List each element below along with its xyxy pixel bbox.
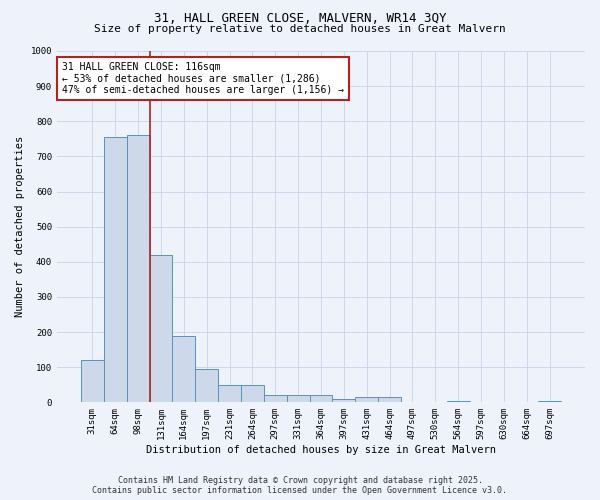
Y-axis label: Number of detached properties: Number of detached properties [15,136,25,318]
Bar [446,400,470,402]
Bar [355,397,378,402]
Bar [81,360,104,403]
Bar [241,385,264,402]
Bar [287,396,310,402]
Bar [332,399,355,402]
Bar [538,400,561,402]
Bar [172,336,195,402]
Bar [218,385,241,402]
Bar [310,396,332,402]
Text: 31, HALL GREEN CLOSE, MALVERN, WR14 3QY: 31, HALL GREEN CLOSE, MALVERN, WR14 3QY [154,12,446,26]
Bar [104,137,127,402]
Bar [378,397,401,402]
X-axis label: Distribution of detached houses by size in Great Malvern: Distribution of detached houses by size … [146,445,496,455]
Bar [149,255,172,402]
Text: 31 HALL GREEN CLOSE: 116sqm
← 53% of detached houses are smaller (1,286)
47% of : 31 HALL GREEN CLOSE: 116sqm ← 53% of det… [62,62,344,94]
Text: Contains HM Land Registry data © Crown copyright and database right 2025.
Contai: Contains HM Land Registry data © Crown c… [92,476,508,495]
Text: Size of property relative to detached houses in Great Malvern: Size of property relative to detached ho… [94,24,506,34]
Bar [195,369,218,402]
Bar [264,396,287,402]
Bar [127,136,149,402]
